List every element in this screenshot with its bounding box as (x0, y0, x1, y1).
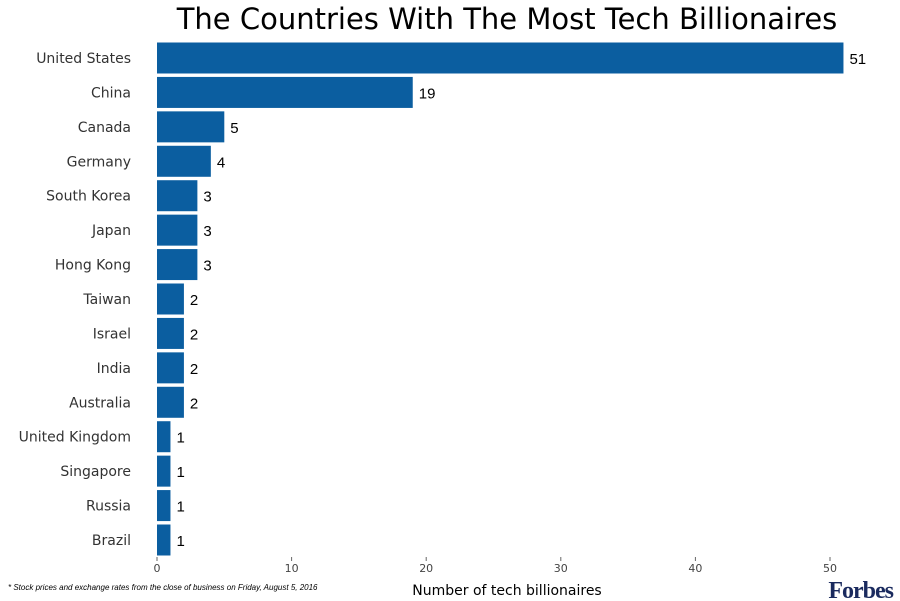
data-label: 51 (849, 51, 866, 68)
category-label: Israel (93, 326, 131, 342)
x-axis-ticks: 0 10 20 30 40 50 (154, 557, 837, 575)
category-label: China (91, 85, 131, 101)
category-label: United Kingdom (19, 430, 131, 446)
category-label: Singapore (60, 464, 131, 480)
category-label: South Korea (46, 189, 131, 205)
bar (157, 386, 184, 418)
bar (157, 180, 198, 212)
data-label: 3 (203, 223, 211, 240)
bar (157, 455, 171, 487)
bar (157, 249, 198, 281)
data-label: 1 (176, 430, 184, 447)
x-tick-label: 30 (554, 562, 568, 575)
data-label: 2 (190, 292, 198, 309)
x-tick-label: 50 (823, 562, 837, 575)
category-label: India (97, 361, 131, 377)
x-axis-label: Number of tech billionaires (412, 583, 601, 599)
bar (157, 283, 184, 315)
x-tick-label: 0 (154, 562, 161, 575)
footnote: * Stock prices and exchange rates from t… (8, 583, 318, 592)
bar (157, 145, 211, 177)
bar (157, 317, 184, 349)
chart-title: The Countries With The Most Tech Billion… (176, 2, 838, 36)
data-label: 1 (176, 499, 184, 516)
data-label: 1 (176, 533, 184, 550)
category-label: Russia (86, 499, 131, 515)
forbes-logo: Forbes (828, 578, 893, 601)
data-label: 1 (176, 464, 184, 481)
bar (157, 76, 413, 108)
bar (157, 352, 184, 384)
bar (157, 421, 171, 453)
bars-group: United States 51 China 19 Canada 5 Germany 4 Sou… (19, 42, 866, 556)
category-label: Japan (91, 223, 131, 239)
x-tick-label: 20 (419, 562, 433, 575)
data-label: 19 (419, 85, 436, 102)
bar (157, 111, 225, 143)
data-label: 2 (190, 326, 198, 343)
data-label: 3 (203, 189, 211, 206)
x-tick-label: 40 (688, 562, 702, 575)
bar (157, 214, 198, 246)
bar (157, 490, 171, 522)
bar (157, 524, 171, 556)
x-tick-label: 10 (285, 562, 299, 575)
category-label: United States (36, 51, 131, 67)
category-label: Hong Kong (55, 258, 131, 274)
data-label: 3 (203, 258, 211, 275)
category-label: Germany (67, 154, 131, 170)
category-label: Brazil (92, 533, 131, 549)
bar (157, 42, 844, 74)
data-label: 4 (217, 154, 225, 171)
data-label: 5 (230, 120, 238, 137)
category-label: Canada (78, 120, 131, 136)
data-label: 2 (190, 395, 198, 412)
data-label: 2 (190, 361, 198, 378)
category-label: Australia (69, 395, 131, 411)
category-label: Taiwan (82, 292, 131, 308)
